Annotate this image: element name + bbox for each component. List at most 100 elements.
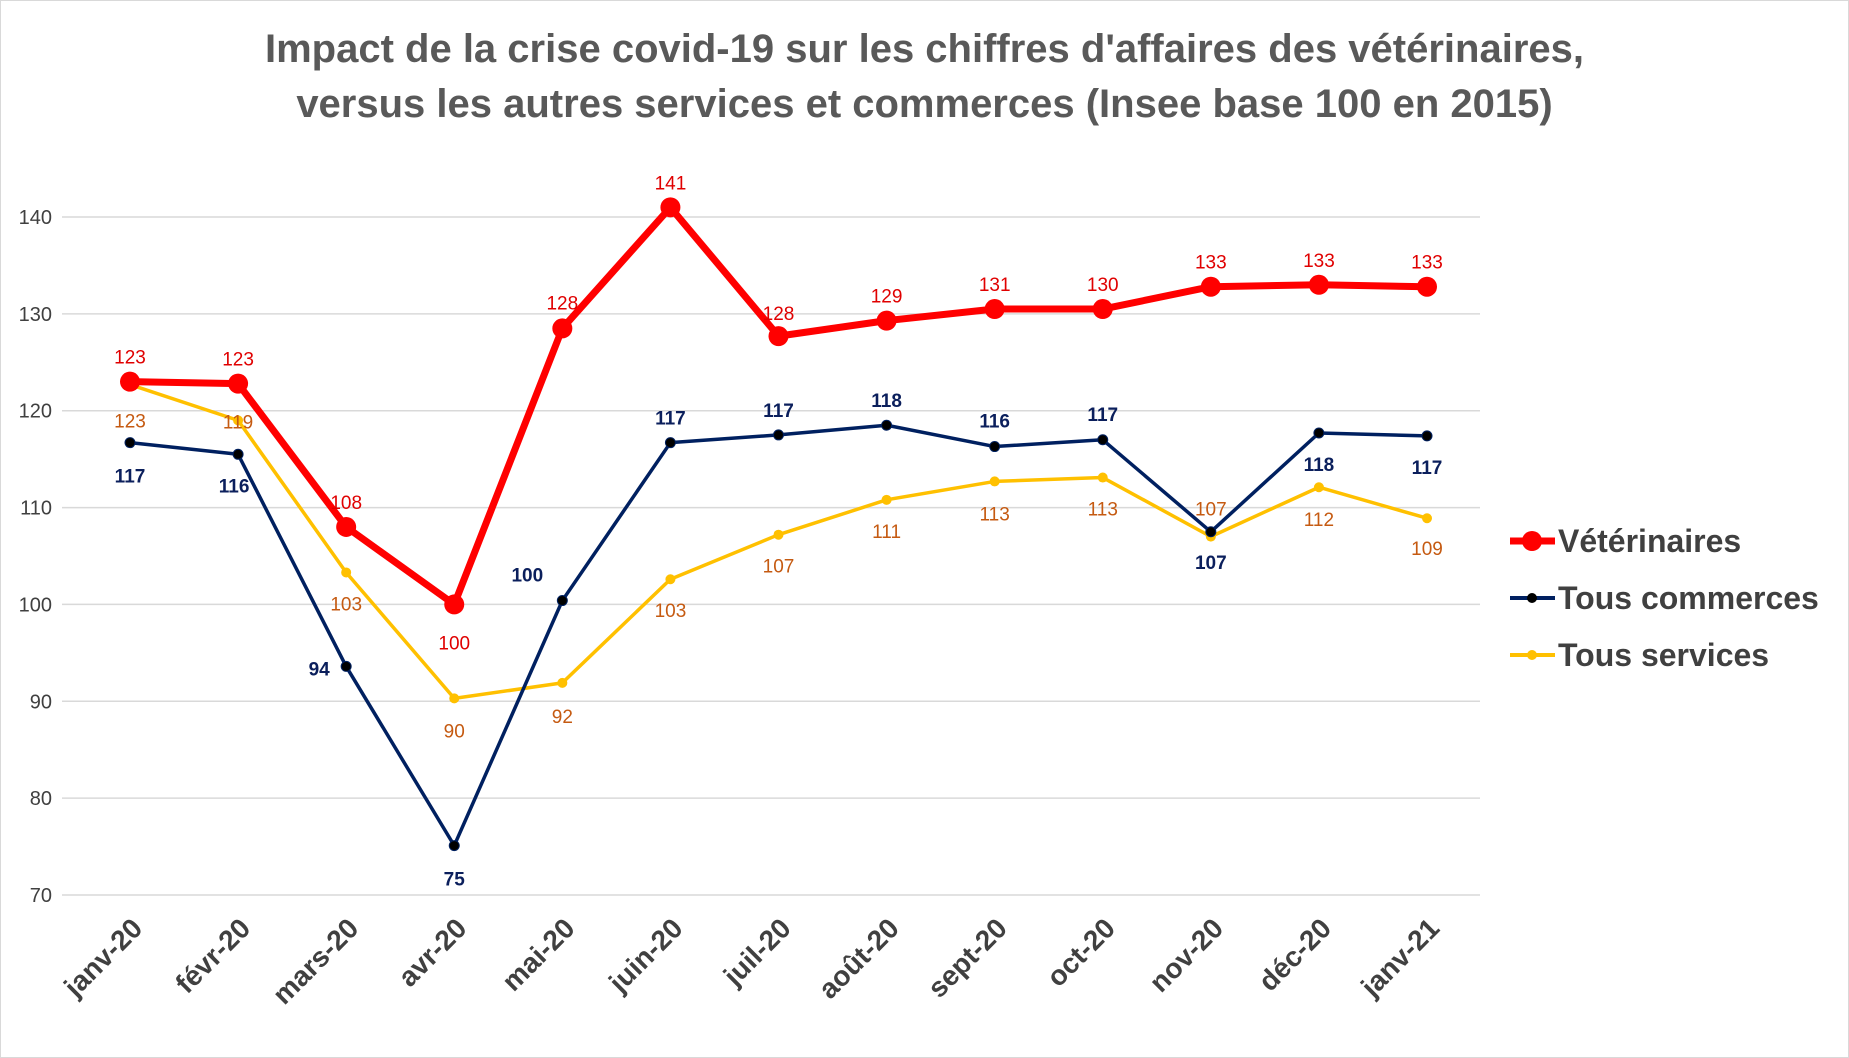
legend-swatch-marker <box>1527 593 1537 603</box>
data-label: 117 <box>655 409 686 430</box>
x-tick-label: févr-20 <box>169 912 256 999</box>
data-point <box>1097 434 1109 446</box>
data-label: 92 <box>552 707 573 728</box>
x-tick-label: oct-20 <box>1041 912 1121 992</box>
data-label: 128 <box>546 293 578 314</box>
data-label: 103 <box>655 601 687 622</box>
data-label: 123 <box>114 348 146 369</box>
data-label: 133 <box>1195 253 1227 274</box>
data-label: 128 <box>763 304 795 325</box>
data-point <box>773 529 784 540</box>
data-point <box>773 429 784 441</box>
data-point <box>341 567 352 578</box>
data-label: 100 <box>438 633 470 654</box>
data-label: 117 <box>1087 405 1118 426</box>
data-point <box>228 373 249 394</box>
data-point <box>1092 299 1113 320</box>
data-point <box>989 476 1000 487</box>
y-tick-label: 130 <box>19 304 52 326</box>
y-tick-label: 90 <box>30 691 52 713</box>
x-tick-label: nov-20 <box>1143 912 1229 998</box>
data-point <box>1422 513 1432 524</box>
data-label: 133 <box>1303 251 1335 272</box>
data-point <box>449 693 460 704</box>
data-label: 118 <box>1304 455 1335 476</box>
data-point <box>665 574 676 585</box>
data-label: 123 <box>222 350 254 371</box>
x-tick-label: juin-20 <box>602 912 688 998</box>
data-point <box>1205 526 1217 538</box>
legend-label: Vétérinaires <box>1558 523 1741 559</box>
data-point <box>232 448 244 460</box>
data-point <box>876 310 897 331</box>
data-label: 131 <box>979 275 1011 296</box>
data-label: 113 <box>1088 500 1118 521</box>
data-point <box>552 318 573 339</box>
data-point <box>881 419 893 431</box>
data-label: 107 <box>763 557 795 578</box>
x-tick-label: janv-21 <box>1354 912 1445 1003</box>
data-point <box>1308 274 1329 295</box>
legend-label: Tous commerces <box>1558 580 1819 616</box>
data-label: 119 <box>223 412 253 433</box>
data-point <box>1313 427 1325 439</box>
data-point <box>1200 276 1221 297</box>
x-tick-label: avr-20 <box>392 912 472 992</box>
data-point <box>768 326 789 347</box>
data-label: 107 <box>1195 500 1227 521</box>
chart-title-line-2: versus les autres services et commerces … <box>296 82 1553 126</box>
data-label: 109 <box>1411 539 1443 560</box>
data-point <box>660 197 681 218</box>
chart-title: Impact de la crise covid-19 sur les chif… <box>0 22 1849 132</box>
data-point <box>881 494 892 505</box>
data-label: 141 <box>655 173 687 194</box>
data-label: 117 <box>115 467 146 488</box>
data-label: 129 <box>871 287 903 308</box>
data-point <box>444 594 465 615</box>
data-point <box>1313 482 1324 493</box>
y-axis-ticks: 70 80 90 100 110 120 130 140 <box>19 207 52 907</box>
data-label: 112 <box>1304 510 1334 531</box>
chart-title-line-1: Impact de la crise covid-19 sur les chif… <box>264 27 1585 71</box>
legend-label: Tous services <box>1558 637 1769 673</box>
series-line-1 <box>129 423 1428 848</box>
data-label: 113 <box>980 504 1010 525</box>
legend: Vétérinaires Tous commerces Tous services <box>1510 523 1819 673</box>
y-tick-label: 110 <box>20 498 52 520</box>
data-point <box>448 840 460 852</box>
data-point <box>1097 472 1108 483</box>
x-tick-label: sept-20 <box>922 912 1013 1003</box>
data-label: 118 <box>871 391 902 412</box>
data-label: 133 <box>1411 253 1443 274</box>
x-tick-label: janv-20 <box>57 912 148 1003</box>
data-labels: 123 123 108 100 128 141 128 129 131 130 133 133 133 1… <box>114 173 1443 890</box>
data-point <box>984 299 1005 320</box>
data-label: 100 <box>511 566 543 587</box>
y-tick-label: 80 <box>30 788 52 810</box>
data-label: 116 <box>979 412 1010 433</box>
series-layer <box>120 197 1437 852</box>
data-point <box>557 677 568 688</box>
y-tick-label: 120 <box>19 401 52 423</box>
legend-swatch-marker <box>1522 531 1542 551</box>
data-label: 123 <box>114 412 146 433</box>
data-label: 116 <box>219 476 250 497</box>
data-point <box>124 437 136 449</box>
x-tick-label: mars-20 <box>267 912 365 1010</box>
data-label: 117 <box>1412 458 1443 479</box>
y-tick-label: 140 <box>19 207 52 229</box>
x-tick-label: mai-20 <box>496 912 581 997</box>
data-point <box>1421 430 1433 442</box>
data-point <box>336 516 357 537</box>
data-point <box>233 415 244 426</box>
data-label: 103 <box>330 594 362 615</box>
gridlines <box>62 216 1480 896</box>
data-point <box>1417 276 1437 297</box>
x-tick-label: juil-20 <box>717 912 797 992</box>
data-label: 130 <box>1087 275 1119 296</box>
data-point <box>989 441 1001 453</box>
y-tick-label: 70 <box>30 885 52 907</box>
x-axis-ticks: janv-20 févr-20 mars-20 avr-20 mai-20 juin-20… <box>57 912 1445 1010</box>
data-point <box>664 437 676 449</box>
